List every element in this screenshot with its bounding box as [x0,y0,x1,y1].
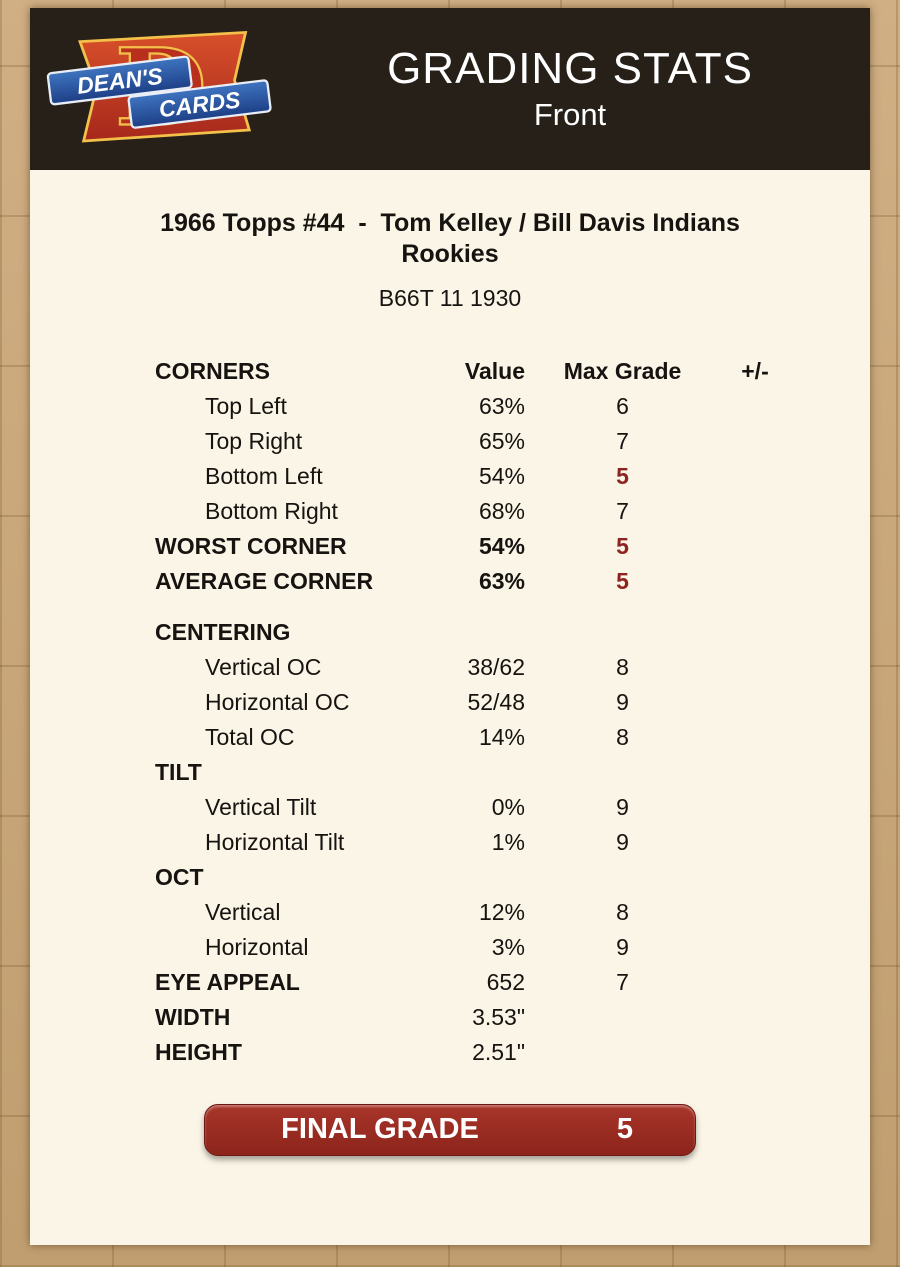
table-row: Bottom Left 54% 5 [155,459,870,494]
table-row: Total OC 14% 8 [155,720,870,755]
table-row: TILT [155,755,870,790]
table-row: Horizontal OC 52/48 9 [155,685,870,720]
row-label: OCT [155,863,204,890]
content-panel: D DEAN'S CARDS GRADING STATS Front 1966 … [30,8,870,1245]
table-row: Horizontal 3% 9 [155,930,870,965]
plus-minus-column-header: +/- [741,357,769,384]
table-row: Vertical OC 38/62 8 [155,650,870,685]
row-label: TILT [155,758,202,785]
header-titles: GRADING STATS Front [290,43,870,133]
table-row: AVERAGE CORNER 63% 5 [155,564,870,599]
table-row: Top Left 63% 6 [155,389,870,424]
corners-column-header: CORNERS [155,357,271,384]
row-label: HEIGHT [155,1038,242,1065]
table-row: WORST CORNER 54% 5 [155,529,870,564]
row-grade: 7 [616,427,629,454]
value-column-header: Value [464,357,525,384]
table-row: CENTERING [155,615,870,650]
table-row: OCT [155,860,870,895]
final-grade-button[interactable]: FINAL GRADE 5 [204,1103,696,1156]
row-value: 52/48 [467,688,525,715]
row-grade: 9 [616,688,629,715]
row-label: Bottom Right [205,497,338,524]
deans-cards-logo-icon: D DEAN'S CARDS [46,25,272,151]
row-value: 3% [491,933,525,960]
page-subtitle: Front [533,97,607,133]
row-value: 38/62 [467,653,525,680]
row-grade: 7 [616,497,629,524]
row-label: Bottom Left [205,462,323,489]
table-row: HEIGHT 2.51" [155,1035,870,1070]
table-row: Vertical Tilt 0% 9 [155,790,870,825]
row-value: 63% [478,392,525,419]
row-grade: 8 [616,653,629,680]
table-row: WIDTH 3.53" [155,1000,870,1035]
card-title: 1966 Topps #44 - Tom Kelley / Bill Davis… [160,209,747,269]
row-label: Horizontal Tilt [205,828,345,855]
table-row: Vertical 12% 8 [155,895,870,930]
row-value: 14% [478,723,525,750]
table-row: Top Right 65% 7 [155,424,870,459]
row-grade: 9 [616,828,629,855]
final-grade-label: FINAL GRADE [281,1113,479,1145]
row-grade: 7 [616,968,629,995]
row-value: 65% [478,427,525,454]
stats-rows: Top Left 63% 6 Top Right 65% 7 Bottom Left 54% 5… [155,389,870,1070]
row-value: 0% [491,793,525,820]
row-grade: 9 [616,793,629,820]
row-value: 652 [486,968,525,995]
row-grade: 5 [616,567,629,594]
header-bar: D DEAN'S CARDS GRADING STATS Front [30,8,870,170]
row-value: 54% [478,532,525,559]
row-label: Top Right [205,427,303,454]
row-label: WORST CORNER [155,532,347,559]
table-row: Bottom Right 68% 7 [155,494,870,529]
row-grade: 5 [616,462,629,489]
row-value: 12% [478,898,525,925]
row-value: 1% [491,828,525,855]
row-grade: 9 [616,933,629,960]
row-value: 2.51" [472,1038,525,1065]
table-row: EYE APPEAL 652 7 [155,965,870,1000]
row-grade: 8 [616,723,629,750]
table-row: Horizontal Tilt 1% 9 [155,825,870,860]
row-label: Vertical [205,898,281,925]
card-code: B66T 11 1930 [378,284,522,311]
row-label: Horizontal [205,933,309,960]
row-grade: 6 [616,392,629,419]
stats-table: CORNERS Value Max Grade +/- Top Left 63% 6… [30,354,870,1070]
deans-cards-logo: D DEAN'S CARDS [30,25,290,153]
row-grade: 8 [616,898,629,925]
row-value: 63% [478,567,525,594]
row-value: 3.53" [472,1003,525,1030]
row-label: Top Left [205,392,287,419]
row-label: Vertical OC [205,653,322,680]
row-label: Total OC [205,723,295,750]
final-grade-value: 5 [616,1113,634,1145]
row-value: 54% [478,462,525,489]
row-label: Vertical Tilt [205,793,317,820]
row-label: AVERAGE CORNER [155,567,374,594]
table-header-row: CORNERS Value Max Grade +/- [155,354,870,389]
row-grade: 5 [616,532,629,559]
row-label: EYE APPEAL [155,968,300,995]
row-label: Horizontal OC [205,688,350,715]
page-title: GRADING STATS [387,43,753,93]
row-label: WIDTH [155,1003,231,1030]
row-label: CENTERING [155,618,291,645]
row-value: 68% [478,497,525,524]
max-grade-column-header: Max Grade [563,357,682,384]
